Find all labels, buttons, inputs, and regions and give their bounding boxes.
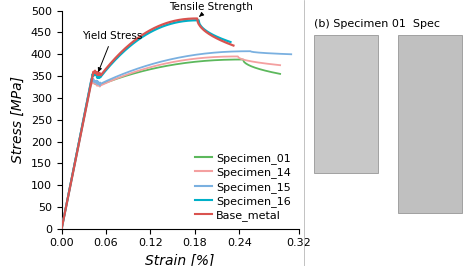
FancyBboxPatch shape [314,35,378,173]
Text: Tensile Strength: Tensile Strength [169,2,253,16]
FancyBboxPatch shape [398,35,462,213]
Legend: Specimen_01, Specimen_14, Specimen_15, Specimen_16, Base_metal: Specimen_01, Specimen_14, Specimen_15, S… [192,151,293,223]
Y-axis label: Stress [MPa]: Stress [MPa] [11,76,25,163]
Text: Yield Stress: Yield Stress [82,31,143,71]
Text: (b) Specimen 01  Spec: (b) Specimen 01 Spec [314,19,440,29]
X-axis label: Strain [%]: Strain [%] [146,254,215,266]
